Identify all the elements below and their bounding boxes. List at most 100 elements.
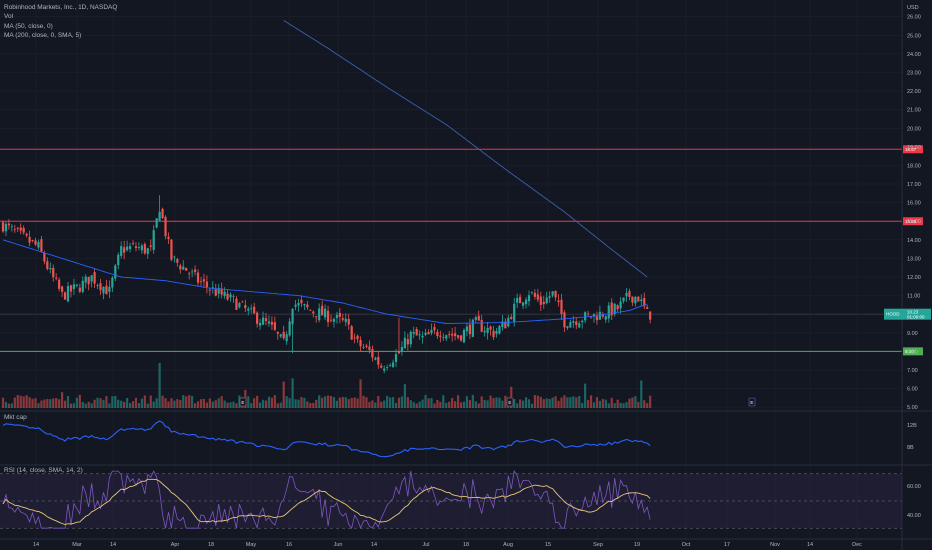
candle[interactable]: [321, 305, 324, 316]
candle[interactable]: [279, 334, 282, 337]
volume-legend[interactable]: Vol: [4, 13, 14, 21]
candle[interactable]: [111, 277, 114, 288]
ma50-legend[interactable]: MA (50, close, 0): [4, 22, 53, 30]
candle[interactable]: [516, 297, 519, 303]
candle[interactable]: [557, 300, 560, 303]
candle[interactable]: [229, 294, 232, 298]
candle[interactable]: [539, 296, 542, 305]
candle[interactable]: [607, 305, 610, 319]
candle[interactable]: [173, 256, 176, 258]
candle[interactable]: [120, 246, 123, 256]
candle[interactable]: [250, 308, 253, 310]
candle[interactable]: [22, 227, 25, 233]
candle[interactable]: [288, 321, 291, 336]
candle[interactable]: [592, 313, 596, 317]
candle[interactable]: [566, 326, 569, 328]
candle[interactable]: [247, 308, 250, 311]
candle[interactable]: [105, 285, 108, 295]
candle[interactable]: [117, 254, 120, 266]
candle[interactable]: [217, 288, 220, 294]
candle[interactable]: [569, 322, 572, 328]
candle[interactable]: [179, 265, 182, 270]
candle[interactable]: [628, 291, 631, 297]
candle[interactable]: [300, 299, 303, 304]
candle[interactable]: [66, 286, 70, 302]
candle[interactable]: [90, 275, 93, 282]
candle[interactable]: [332, 319, 336, 322]
candle[interactable]: [158, 211, 161, 221]
candle[interactable]: [276, 332, 279, 334]
candle[interactable]: [28, 236, 31, 243]
candle[interactable]: [131, 243, 135, 245]
candle[interactable]: [282, 331, 285, 339]
candle[interactable]: [347, 318, 350, 325]
candle[interactable]: [191, 271, 194, 273]
candle[interactable]: [87, 276, 90, 285]
candle[interactable]: [436, 331, 439, 337]
candles[interactable]: [1, 195, 652, 374]
candle[interactable]: [474, 317, 477, 320]
candle[interactable]: [96, 285, 99, 286]
candle[interactable]: [377, 357, 380, 365]
candle[interactable]: [430, 329, 433, 334]
candle[interactable]: [261, 317, 265, 325]
candle[interactable]: [232, 296, 235, 298]
candle[interactable]: [350, 326, 353, 340]
symbol-title[interactable]: Robinhood Markets, Inc., 1D, NASDAQ: [4, 4, 118, 11]
candle[interactable]: [182, 266, 185, 270]
candle[interactable]: [380, 365, 383, 368]
candle[interactable]: [196, 272, 200, 283]
candle[interactable]: [143, 244, 146, 254]
candle[interactable]: [584, 312, 587, 321]
candle[interactable]: [270, 321, 274, 325]
candle[interactable]: [93, 272, 96, 284]
candle[interactable]: [78, 287, 81, 292]
candle[interactable]: [4, 223, 8, 232]
candle[interactable]: [489, 326, 492, 330]
candle[interactable]: [477, 315, 480, 321]
candle[interactable]: [152, 230, 155, 250]
candle[interactable]: [46, 261, 49, 269]
candle[interactable]: [256, 312, 259, 324]
candle[interactable]: [622, 297, 625, 302]
candle[interactable]: [545, 297, 548, 304]
candle[interactable]: [572, 321, 575, 323]
horizontal-levels[interactable]: 18.87 15.00 8.00: [0, 145, 923, 356]
candle[interactable]: [273, 322, 276, 330]
candle[interactable]: [164, 216, 167, 237]
candle[interactable]: [554, 290, 557, 298]
candle[interactable]: [383, 368, 386, 371]
candle[interactable]: [341, 318, 344, 320]
candle[interactable]: [418, 334, 421, 336]
candle[interactable]: [19, 227, 22, 231]
candle[interactable]: [634, 296, 637, 304]
candle[interactable]: [170, 239, 173, 260]
candle[interactable]: [81, 280, 84, 292]
candle[interactable]: [371, 349, 374, 358]
candle[interactable]: [483, 330, 486, 333]
candle[interactable]: [238, 303, 241, 308]
candle[interactable]: [613, 303, 616, 315]
candle[interactable]: [294, 304, 297, 307]
candle[interactable]: [598, 311, 602, 320]
candle[interactable]: [55, 277, 58, 279]
candle[interactable]: [498, 326, 501, 334]
candle[interactable]: [99, 283, 102, 291]
candle[interactable]: [69, 285, 73, 292]
candle[interactable]: [365, 345, 368, 347]
candle[interactable]: [400, 346, 404, 352]
candle[interactable]: [631, 296, 634, 303]
candle[interactable]: [439, 335, 442, 337]
candle[interactable]: [589, 316, 593, 318]
candle[interactable]: [25, 233, 28, 236]
candle[interactable]: [513, 303, 516, 323]
candle[interactable]: [297, 302, 300, 306]
candle[interactable]: [510, 316, 513, 319]
candle[interactable]: [465, 326, 469, 332]
candle[interactable]: [137, 247, 141, 249]
candle[interactable]: [1, 222, 5, 232]
candle[interactable]: [448, 334, 451, 336]
candle[interactable]: [471, 319, 474, 337]
candle[interactable]: [374, 357, 377, 360]
candle[interactable]: [75, 284, 78, 286]
